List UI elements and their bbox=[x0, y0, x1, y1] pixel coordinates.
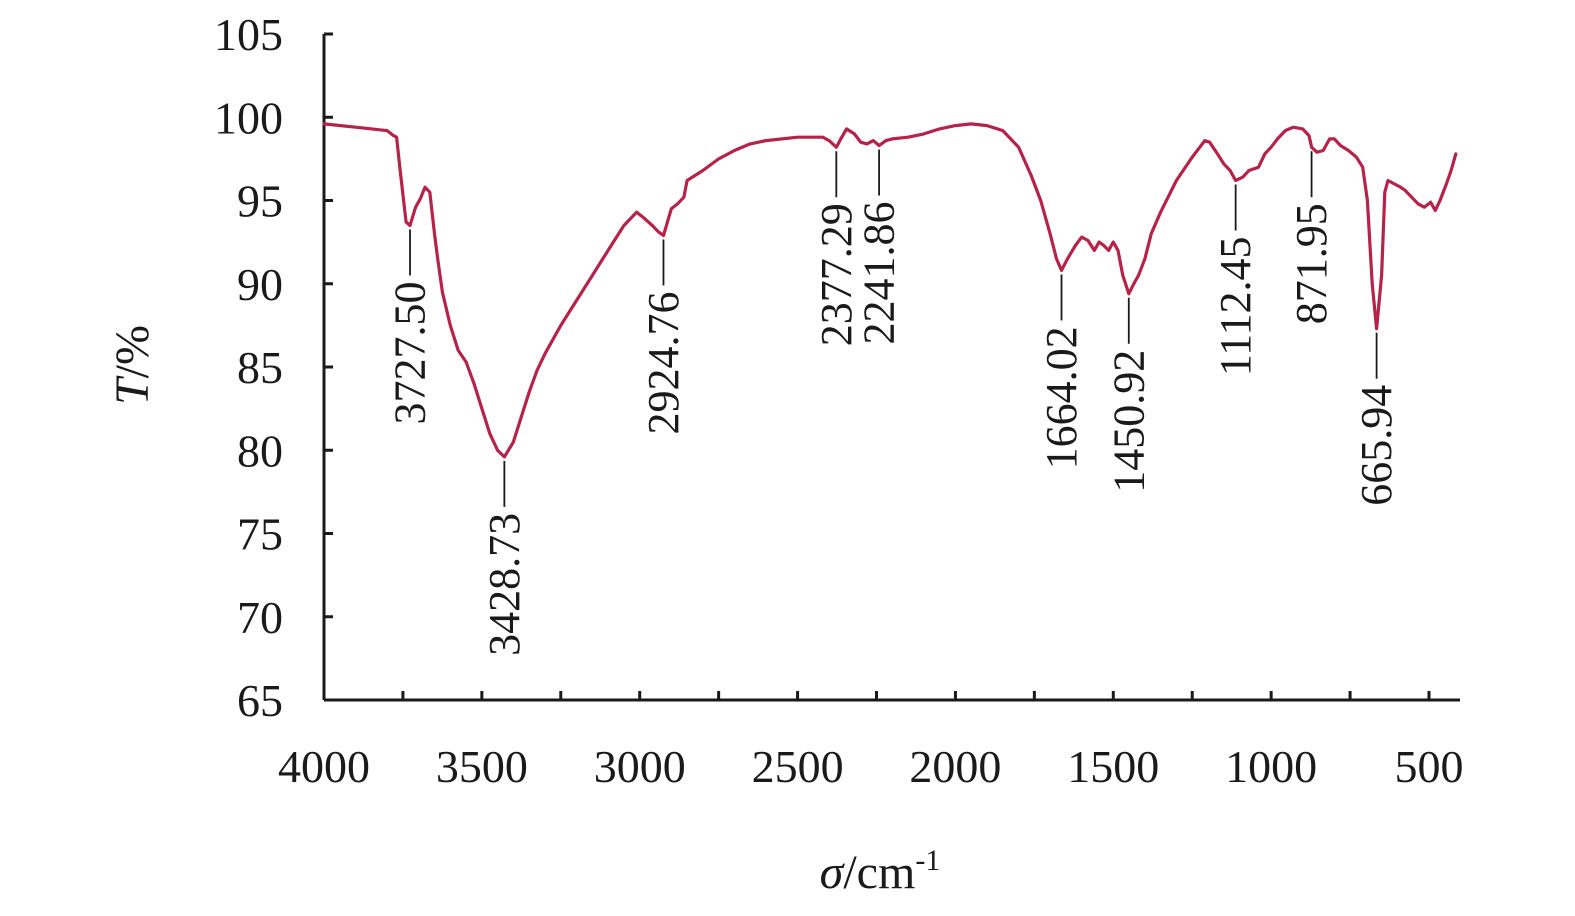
x-tick-label: 2000 bbox=[909, 741, 1001, 792]
plot-area: 65 70 75 80 85 90 95 100 105 4000 3500 3000 2500 2000… bbox=[214, 9, 1464, 792]
peak-label: 1664.02 bbox=[1037, 326, 1086, 469]
peak-label: 1112.45 bbox=[1211, 237, 1260, 377]
peak-label: 2241.86 bbox=[855, 202, 904, 345]
peak-label: 3727.50 bbox=[386, 281, 435, 424]
peak-label: 871.95 bbox=[1287, 203, 1336, 324]
y-tick-label: 95 bbox=[237, 176, 283, 227]
y-tick-label: 65 bbox=[237, 675, 283, 726]
peak-label: 1450.92 bbox=[1104, 350, 1153, 493]
y-tick-label: 105 bbox=[214, 9, 283, 60]
x-tick-label: 3000 bbox=[594, 741, 686, 792]
y-tick-label: 100 bbox=[214, 92, 283, 143]
x-tick-label: 1000 bbox=[1225, 741, 1317, 792]
x-tick-label: 4000 bbox=[278, 741, 370, 792]
y-tick-label: 85 bbox=[237, 342, 283, 393]
y-tick-label: 75 bbox=[237, 509, 283, 560]
y-tick-label: 70 bbox=[237, 592, 283, 643]
x-tick-label: 3500 bbox=[436, 741, 528, 792]
peak-label: 665.94 bbox=[1352, 385, 1401, 506]
peak-label: 2377.29 bbox=[812, 203, 861, 346]
y-tick-label: 90 bbox=[237, 259, 283, 310]
peak-label: 3428.73 bbox=[480, 513, 529, 656]
y-axis-title: T/% bbox=[106, 325, 159, 405]
peak-label: 2924.76 bbox=[639, 291, 688, 434]
x-tick-label: 2500 bbox=[752, 741, 844, 792]
y-tick-label: 80 bbox=[237, 425, 283, 476]
x-axis-title: σ/cm-1 bbox=[820, 844, 941, 899]
x-tick-label: 500 bbox=[1395, 741, 1464, 792]
spectrum-line bbox=[322, 122, 1458, 459]
x-tick-label: 1500 bbox=[1067, 741, 1159, 792]
